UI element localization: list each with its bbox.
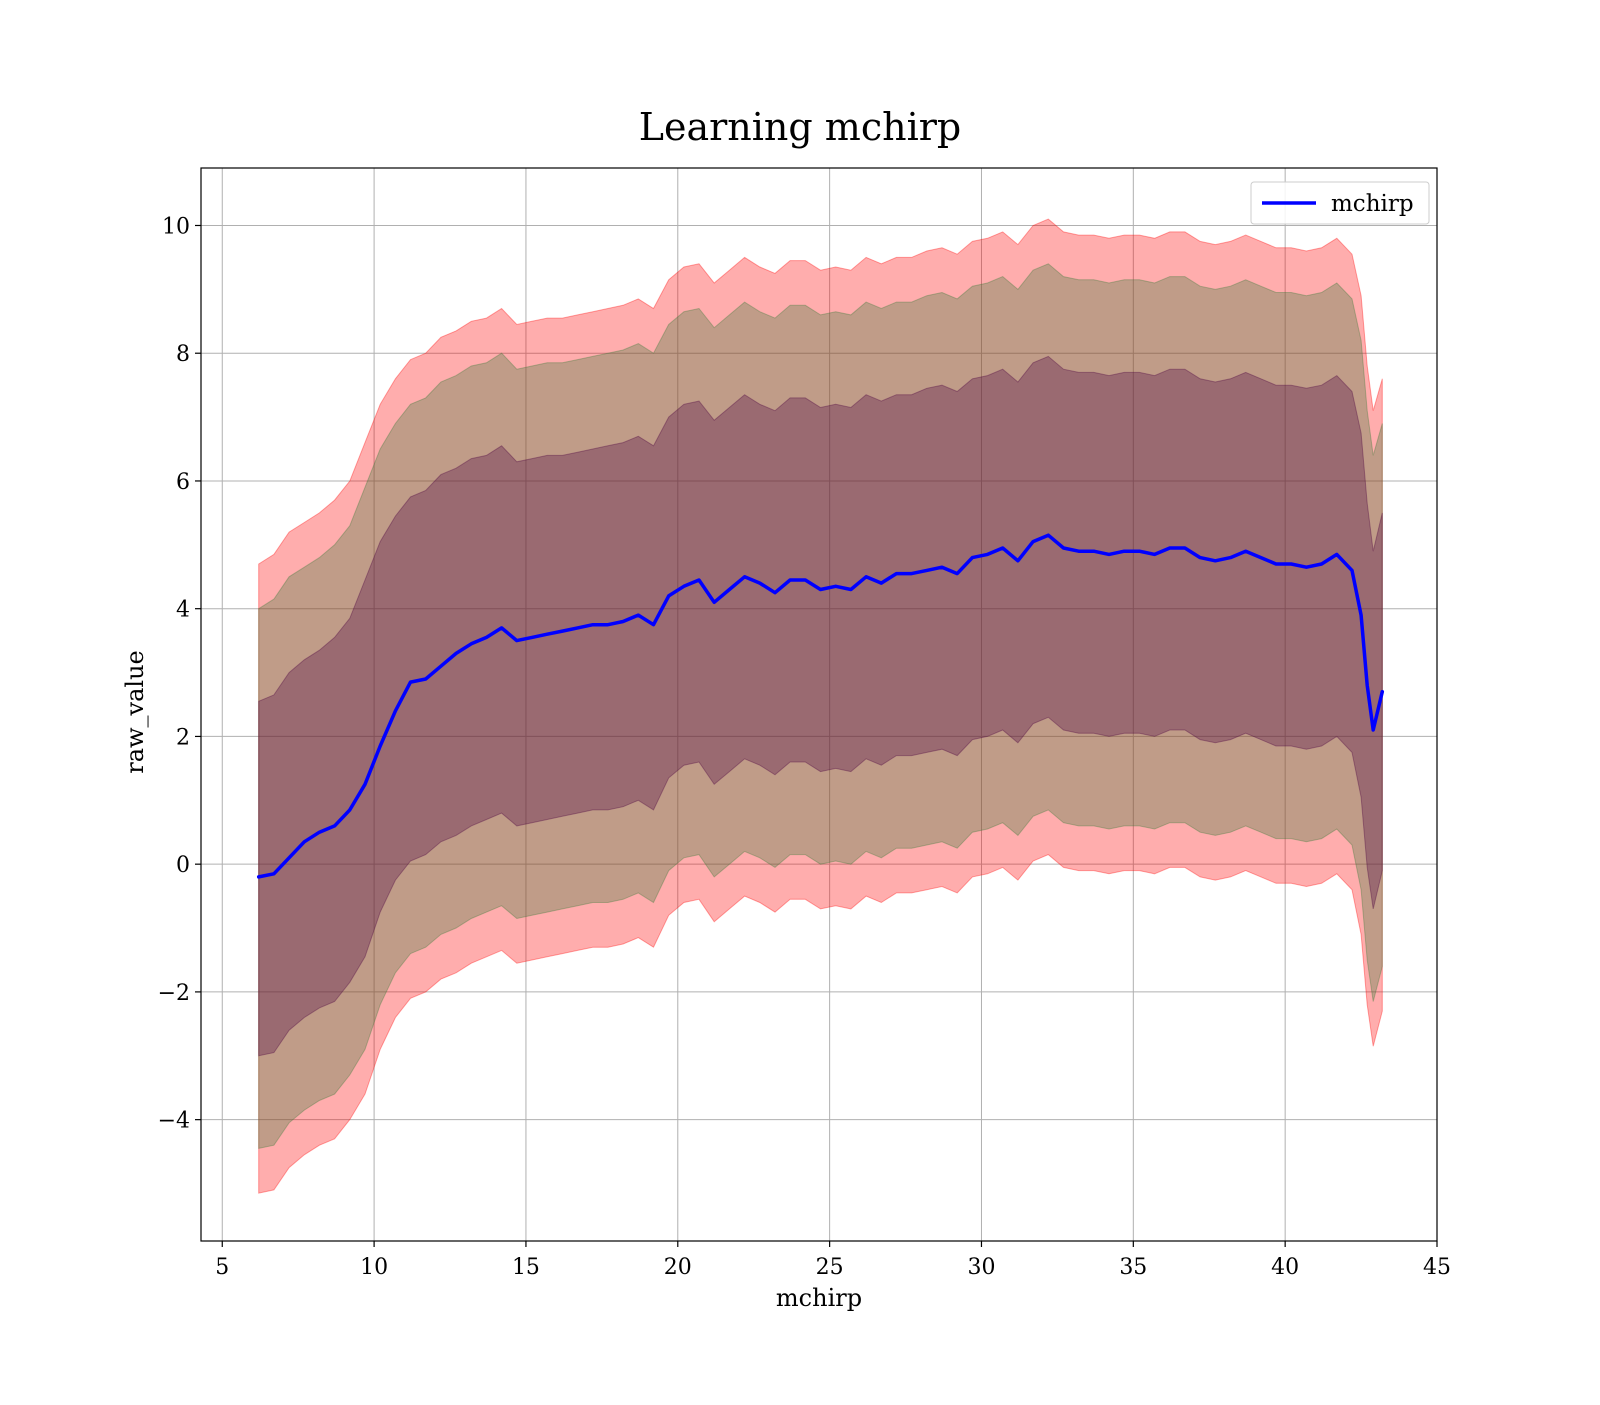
x-tick-label: 5 — [215, 1255, 229, 1280]
y-tick-label: 0 — [176, 853, 190, 878]
x-tick-label: 30 — [967, 1255, 995, 1280]
legend-label: mchirp — [1331, 191, 1414, 217]
line-layer — [256, 533, 1385, 879]
y-axis-label: raw_value — [121, 650, 149, 774]
x-tick-label: 40 — [1271, 1255, 1299, 1280]
grid-layer — [201, 168, 1438, 1241]
x-tick-label: 35 — [1119, 1255, 1147, 1280]
series-line-mchirp — [256, 533, 1385, 879]
y-tick-label: 6 — [176, 470, 190, 495]
y-tick-label: 2 — [176, 725, 190, 750]
tick-layer: 5 10 15 20 25 30 35 40 45 −4 −2 0 2 4 6 8 10 — [158, 214, 1451, 1280]
x-tick-label: 10 — [360, 1255, 388, 1280]
x-axis-label: mchirp — [776, 1284, 862, 1312]
confidence-band-2 — [258, 263, 1383, 1150]
x-tick-label: 20 — [664, 1255, 692, 1280]
chart-title: Learning mchirp — [639, 105, 961, 149]
legend: mchirp — [1250, 181, 1430, 225]
confidence-band-1 — [258, 218, 1383, 1194]
x-tick-label: 25 — [816, 1255, 844, 1280]
band-layer — [258, 218, 1383, 1194]
confidence-band-3 — [258, 355, 1383, 1057]
legend-box — [1250, 181, 1430, 225]
y-tick-label: 10 — [162, 214, 190, 239]
y-tick-label: −4 — [158, 1109, 190, 1134]
x-tick-label: 15 — [512, 1255, 540, 1280]
y-tick-label: 8 — [176, 342, 190, 367]
y-tick-label: −2 — [158, 981, 190, 1006]
plot-frame — [200, 167, 1438, 1242]
x-tick-label: 45 — [1423, 1255, 1451, 1280]
y-tick-label: 4 — [176, 598, 190, 623]
